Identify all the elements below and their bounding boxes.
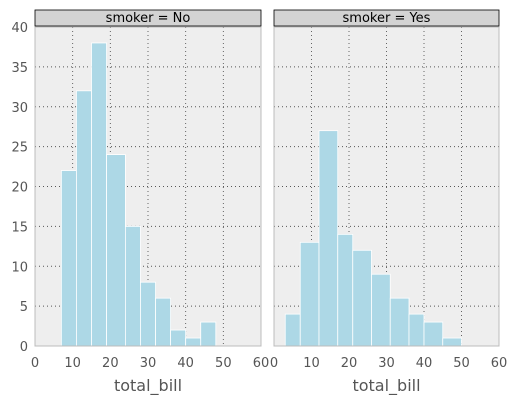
x-tick-label: 0 [31,356,39,371]
histogram-bar [409,314,424,346]
x-tick-label: 60 [253,356,270,371]
x-tick-label: 30 [140,356,157,371]
y-tick-label: 15 [11,220,28,235]
x-tick-label: 0 [270,356,278,371]
facet-panel-1: smoker = No 0 10 20 30 40 50 60 0 5 10 15 20 25 30 35 40… [11,10,269,396]
histogram-bar [61,171,76,346]
x-axis-title: total_bill [352,376,420,396]
histogram-bar [186,338,201,346]
histogram-bar [140,282,155,346]
y-tick-label: 5 [20,300,28,315]
histogram-bar [319,131,338,346]
x-tick-label: 10 [64,356,81,371]
histogram-bar [390,298,409,346]
facet-panel-2: smoker = Yes 0 10 20 30 40 50 60 total_bill [270,10,507,396]
x-tick-label: 20 [102,356,119,371]
x-axis-title: total_bill [114,376,182,396]
y-tick-label: 10 [11,260,28,275]
y-tick-label: 20 [11,181,28,196]
y-tick-label: 25 [11,141,28,156]
histogram-bar [92,43,107,346]
y-tick-label: 0 [20,340,28,355]
histogram-bar [353,250,372,346]
histogram-bar [171,330,186,346]
x-tick-label: 40 [177,356,194,371]
x-tick-label: 10 [303,356,320,371]
y-tick-label: 30 [11,101,28,116]
histogram-bar [201,322,216,346]
x-tick-label: 30 [378,356,395,371]
x-tick-label: 60 [491,356,508,371]
facet-title: smoker = Yes [343,11,431,26]
histogram-bar [443,338,462,346]
histogram-bar [424,322,443,346]
histogram-bar [107,155,126,346]
x-tick-label: 20 [341,356,358,371]
histogram-bar [338,234,353,346]
histogram-bar [285,314,300,346]
x-tick-label: 50 [215,356,232,371]
histogram-bar [372,274,391,346]
facet-title: smoker = No [106,11,191,26]
histogram-bar [76,91,91,346]
histogram-bar [125,226,140,346]
x-tick-label: 40 [416,356,433,371]
y-tick-label: 40 [11,21,28,36]
x-tick-label: 50 [453,356,470,371]
histogram-bar [300,242,319,346]
histogram-bar [156,298,171,346]
y-tick-label: 35 [11,61,28,76]
